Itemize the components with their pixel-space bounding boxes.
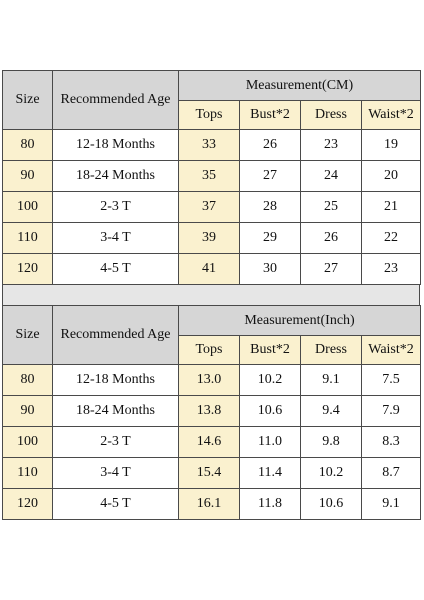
age-cell: 2-3 T bbox=[52, 191, 179, 223]
measurement-cell: 19 bbox=[361, 129, 421, 161]
table-divider bbox=[2, 285, 420, 305]
tables-container: Size Recommended Age Measurement(CM) Tops Bu… bbox=[2, 70, 422, 520]
measurement-cell: 23 bbox=[361, 253, 421, 285]
measurement-cell: 26 bbox=[239, 129, 301, 161]
measurement-cell: 11.8 bbox=[239, 488, 301, 520]
table-row: 80 12-18 Months 13.0 10.2 9.1 7.5 bbox=[2, 364, 422, 396]
table-row: 110 3-4 T 39 29 26 22 bbox=[2, 222, 421, 254]
measurement-cell: 28 bbox=[239, 191, 301, 223]
table-row: 120 4-5 T 41 30 27 23 bbox=[2, 253, 421, 285]
measurement-cell: 9.4 bbox=[300, 395, 362, 427]
measurement-cell: 27 bbox=[300, 253, 362, 285]
measurement-cell: 7.9 bbox=[360, 395, 422, 427]
cm-size-table: Size Recommended Age Measurement(CM) Tops Bu… bbox=[2, 70, 421, 285]
column-header: Bust*2 bbox=[239, 335, 301, 365]
column-header: Bust*2 bbox=[239, 100, 301, 130]
measurement-cell: 20 bbox=[361, 160, 421, 192]
measurement-cell: 10.6 bbox=[239, 395, 301, 427]
size-header: Size bbox=[2, 305, 53, 365]
size-cell: 80 bbox=[2, 364, 53, 396]
table-row: 80 12-18 Months 33 26 23 19 bbox=[2, 129, 421, 161]
size-header: Size bbox=[2, 70, 53, 130]
size-cell: 90 bbox=[2, 395, 53, 427]
measurement-cell: 24 bbox=[300, 160, 362, 192]
table-row: 90 18-24 Months 13.8 10.6 9.4 7.9 bbox=[2, 395, 422, 427]
measurement-cell: 30 bbox=[239, 253, 301, 285]
measurement-cell: 22 bbox=[361, 222, 421, 254]
measurement-cell: 16.1 bbox=[178, 488, 240, 520]
size-cell: 90 bbox=[2, 160, 53, 192]
measurement-cell: 37 bbox=[178, 191, 240, 223]
measurement-cell: 11.4 bbox=[239, 457, 301, 489]
size-cell: 100 bbox=[2, 426, 53, 458]
measurement-cell: 10.6 bbox=[300, 488, 362, 520]
measurement-cell: 35 bbox=[178, 160, 240, 192]
measurement-group-header: Measurement(CM) bbox=[178, 70, 421, 101]
measurement-cell: 27 bbox=[239, 160, 301, 192]
measurement-cell: 23 bbox=[300, 129, 362, 161]
age-cell: 18-24 Months bbox=[52, 395, 179, 427]
age-cell: 3-4 T bbox=[52, 457, 179, 489]
age-cell: 18-24 Months bbox=[52, 160, 179, 192]
age-cell: 4-5 T bbox=[52, 488, 179, 520]
measurement-cell: 39 bbox=[178, 222, 240, 254]
measurement-cell: 33 bbox=[178, 129, 240, 161]
measurement-cell: 9.1 bbox=[360, 488, 422, 520]
measurement-cell: 8.7 bbox=[360, 457, 422, 489]
measurement-cell: 14.6 bbox=[178, 426, 240, 458]
age-cell: 12-18 Months bbox=[52, 129, 179, 161]
age-header: Recommended Age bbox=[52, 70, 179, 130]
age-cell: 4-5 T bbox=[52, 253, 179, 285]
measurement-cell: 13.8 bbox=[178, 395, 240, 427]
measurement-cell: 10.2 bbox=[300, 457, 362, 489]
inch-size-table: Size Recommended Age Measurement(Inch) Tops… bbox=[2, 305, 422, 520]
size-cell: 110 bbox=[2, 222, 53, 254]
table-row: 100 2-3 T 37 28 25 21 bbox=[2, 191, 421, 223]
age-cell: 3-4 T bbox=[52, 222, 179, 254]
measurement-cell: 26 bbox=[300, 222, 362, 254]
column-header: Waist*2 bbox=[360, 335, 422, 365]
size-cell: 100 bbox=[2, 191, 53, 223]
table-row: 100 2-3 T 14.6 11.0 9.8 8.3 bbox=[2, 426, 422, 458]
column-header: Tops bbox=[178, 100, 240, 130]
measurement-cell: 13.0 bbox=[178, 364, 240, 396]
size-cell: 120 bbox=[2, 488, 53, 520]
size-cell: 110 bbox=[2, 457, 53, 489]
age-header: Recommended Age bbox=[52, 305, 179, 365]
measurement-cell: 10.2 bbox=[239, 364, 301, 396]
age-cell: 2-3 T bbox=[52, 426, 179, 458]
measurement-cell: 21 bbox=[361, 191, 421, 223]
age-cell: 12-18 Months bbox=[52, 364, 179, 396]
table-row: 120 4-5 T 16.1 11.8 10.6 9.1 bbox=[2, 488, 422, 520]
size-chart: Size Recommended Age Measurement(CM) Tops Bu… bbox=[2, 70, 422, 520]
column-header: Dress bbox=[300, 335, 362, 365]
size-cell: 120 bbox=[2, 253, 53, 285]
measurement-cell: 15.4 bbox=[178, 457, 240, 489]
measurement-group-header: Measurement(Inch) bbox=[177, 305, 422, 336]
measurement-cell: 7.5 bbox=[360, 364, 422, 396]
table-row: 110 3-4 T 15.4 11.4 10.2 8.7 bbox=[2, 457, 422, 489]
measurement-cell: 29 bbox=[239, 222, 301, 254]
column-header: Waist*2 bbox=[361, 100, 421, 130]
table-row: 90 18-24 Months 35 27 24 20 bbox=[2, 160, 421, 192]
measurement-cell: 9.1 bbox=[300, 364, 362, 396]
measurement-cell: 25 bbox=[300, 191, 362, 223]
column-header: Tops bbox=[178, 335, 240, 365]
measurement-cell: 9.8 bbox=[300, 426, 362, 458]
size-cell: 80 bbox=[2, 129, 53, 161]
measurement-cell: 41 bbox=[178, 253, 240, 285]
measurement-cell: 8.3 bbox=[360, 426, 422, 458]
column-header: Dress bbox=[300, 100, 362, 130]
measurement-cell: 11.0 bbox=[239, 426, 301, 458]
